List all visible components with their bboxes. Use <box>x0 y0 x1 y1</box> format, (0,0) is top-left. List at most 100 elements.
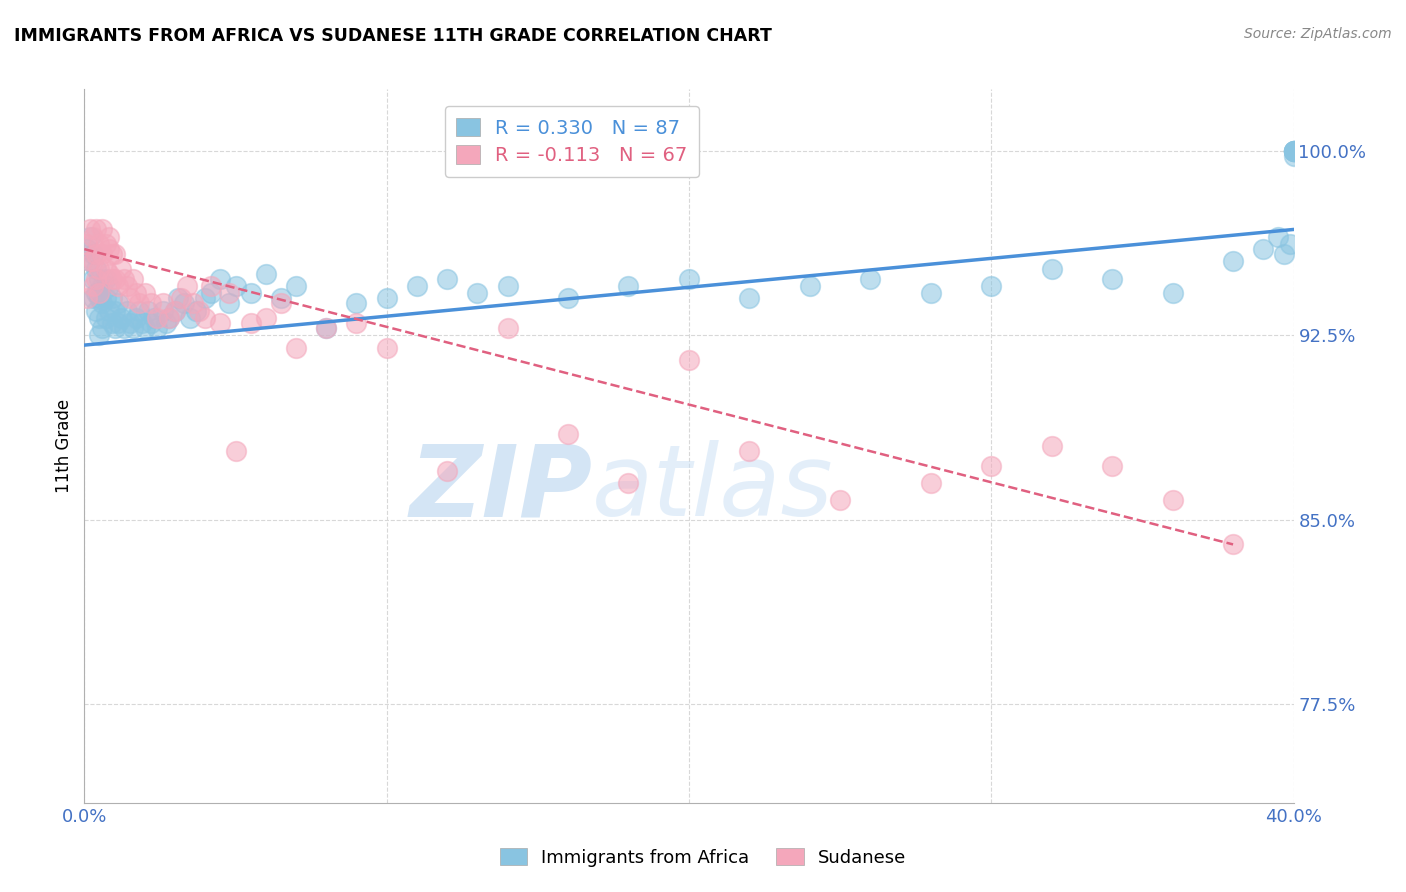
Point <box>97 279 120 293</box>
Point <box>76 291 98 305</box>
Point <box>89 291 111 305</box>
Point <box>97 242 120 256</box>
Point <box>86 303 108 318</box>
Point <box>94 311 117 326</box>
Point <box>89 261 111 276</box>
Point <box>142 311 165 326</box>
Point <box>128 303 150 318</box>
Point <box>163 303 186 318</box>
Point <box>76 242 98 256</box>
Point <box>1282 144 1305 158</box>
Point <box>134 321 156 335</box>
Y-axis label: 11th Grade: 11th Grade <box>55 399 73 493</box>
Point <box>107 279 129 293</box>
Point <box>1282 144 1305 158</box>
Point <box>346 316 368 330</box>
Point <box>270 296 292 310</box>
Point <box>89 311 111 326</box>
Point <box>375 341 398 355</box>
Point <box>270 291 292 305</box>
Point <box>134 286 156 301</box>
Point <box>118 291 141 305</box>
Point <box>104 303 127 318</box>
Point <box>980 279 1002 293</box>
Point <box>1222 254 1244 268</box>
Point <box>200 279 222 293</box>
Point <box>284 279 308 293</box>
Point <box>678 271 700 285</box>
Point <box>1282 144 1305 158</box>
Point <box>830 493 852 508</box>
Point <box>91 321 114 335</box>
Point <box>194 311 217 326</box>
Point <box>1101 458 1123 473</box>
Point <box>181 296 204 310</box>
Point <box>91 247 114 261</box>
Point <box>239 316 262 330</box>
Point <box>86 247 108 261</box>
Point <box>920 286 942 301</box>
Point <box>89 286 111 301</box>
Point <box>86 271 108 285</box>
Point <box>94 261 117 276</box>
Point <box>139 316 162 330</box>
Point <box>107 316 129 330</box>
Point <box>82 254 104 268</box>
Point <box>86 286 108 301</box>
Point <box>94 291 117 305</box>
Point <box>920 475 942 490</box>
Point <box>82 230 104 244</box>
Point <box>79 254 101 268</box>
Point <box>1282 144 1305 158</box>
Point <box>118 316 141 330</box>
Legend: Immigrants from Africa, Sudanese: Immigrants from Africa, Sudanese <box>492 841 914 874</box>
Point <box>1267 230 1289 244</box>
Point <box>738 444 761 458</box>
Point <box>79 254 101 268</box>
Point <box>76 237 98 252</box>
Point <box>89 271 111 285</box>
Point <box>346 296 368 310</box>
Point <box>173 296 195 310</box>
Point <box>1251 242 1274 256</box>
Point <box>176 279 198 293</box>
Point <box>406 279 429 293</box>
Point <box>86 222 108 236</box>
Point <box>97 230 120 244</box>
Point <box>121 321 143 335</box>
Point <box>209 271 232 285</box>
Point <box>678 352 700 367</box>
Point <box>200 286 222 301</box>
Point <box>82 291 104 305</box>
Point <box>239 286 262 301</box>
Point <box>1282 148 1305 162</box>
Point <box>188 303 211 318</box>
Point <box>496 321 519 335</box>
Point <box>436 271 458 285</box>
Point <box>1161 286 1184 301</box>
Point <box>315 321 337 335</box>
Point <box>1282 144 1305 158</box>
Point <box>738 291 761 305</box>
Point <box>194 291 217 305</box>
Point <box>496 279 519 293</box>
Point <box>146 311 169 326</box>
Point <box>136 303 159 318</box>
Point <box>104 321 127 335</box>
Point <box>167 291 190 305</box>
Point <box>79 230 101 244</box>
Point <box>1040 261 1063 276</box>
Point <box>121 271 143 285</box>
Point <box>225 444 247 458</box>
Point <box>100 247 122 261</box>
Point <box>209 316 232 330</box>
Point <box>617 475 640 490</box>
Point <box>89 237 111 252</box>
Point <box>157 311 180 326</box>
Point <box>107 296 129 310</box>
Point <box>86 261 108 276</box>
Point <box>284 341 308 355</box>
Point <box>110 311 132 326</box>
Point <box>1274 247 1296 261</box>
Point <box>557 426 579 441</box>
